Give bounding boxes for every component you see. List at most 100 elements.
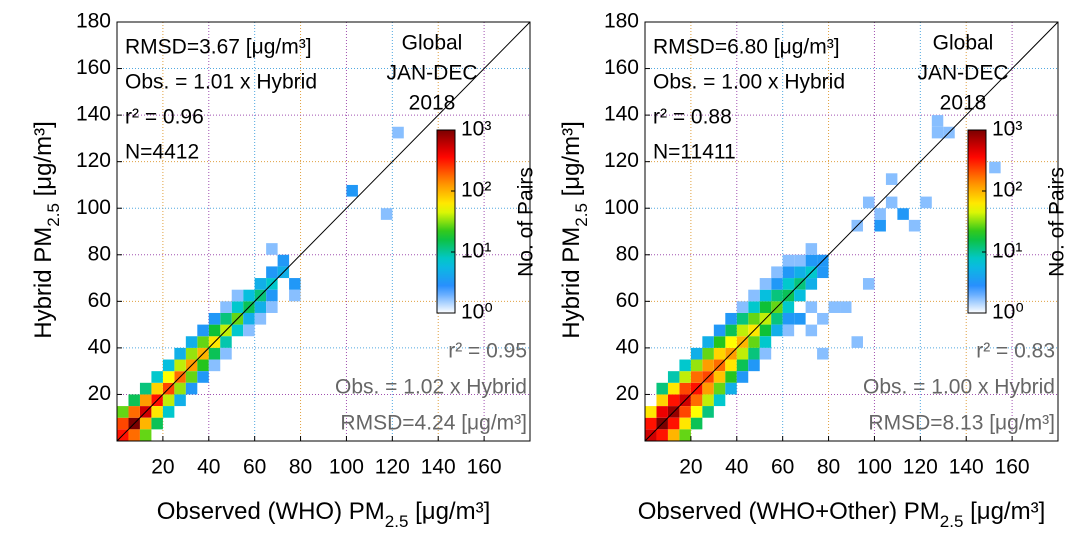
cell: [266, 243, 278, 255]
cell: [725, 336, 737, 348]
x-tick-label: 40: [725, 456, 748, 479]
colorbar-tick-label: 10³: [461, 118, 491, 141]
x-tick-label: 40: [197, 456, 220, 479]
cell: [794, 289, 806, 302]
cell: [231, 324, 244, 337]
stats-bottom: r² = 0.95: [448, 340, 527, 363]
cell: [151, 406, 163, 418]
stats-top: r² = 0.88: [653, 106, 732, 129]
colorbar-label: No. of Pairs: [515, 167, 538, 277]
cell: [656, 406, 668, 418]
cell: [702, 394, 714, 407]
stats-top: N=11411: [653, 141, 736, 164]
cell: [208, 347, 221, 360]
region-label: 2018: [409, 92, 456, 115]
cell: [380, 208, 393, 220]
cell: [667, 429, 680, 441]
region-label: JAN-DEC: [386, 62, 477, 85]
cell: [243, 324, 255, 337]
cell: [208, 359, 221, 372]
cell: [702, 359, 714, 372]
cell: [208, 324, 221, 337]
x-tick-label: 160: [995, 456, 1030, 479]
x-tick-label: 60: [243, 456, 266, 479]
cell: [690, 347, 703, 360]
cell: [897, 208, 909, 220]
cell: [862, 196, 875, 209]
x-axis-label: Observed (WHO) PM2.5 [μg/m³]: [157, 498, 491, 531]
y-tick-label: 180: [604, 10, 639, 33]
cell: [759, 347, 772, 360]
cell: [794, 254, 806, 267]
stats-top: Obs. = 1.00 x Hybrid: [653, 71, 845, 94]
stats-top: Obs. = 1.01 x Hybrid: [125, 71, 317, 94]
cell: [725, 382, 737, 395]
x-tick-label: 160: [467, 456, 502, 479]
y-tick-label: 100: [604, 196, 639, 219]
cell: [828, 301, 841, 313]
cell: [162, 406, 175, 418]
y-tick-label: 80: [88, 242, 111, 265]
cell: [266, 301, 278, 313]
x-tick-label: 120: [375, 456, 410, 479]
cell: [851, 336, 863, 348]
cell: [139, 429, 152, 441]
cell: [885, 196, 898, 209]
cell: [220, 312, 232, 325]
y-axis-label-text: Hybrid PM: [30, 227, 57, 339]
cell: [185, 336, 198, 348]
cell: [254, 301, 267, 313]
stats-bottom: Obs. = 1.02 x Hybrid: [335, 376, 527, 399]
cell: [151, 417, 163, 430]
cell: [254, 312, 267, 325]
region-label: Global: [933, 32, 994, 55]
cell: [174, 382, 186, 395]
cell: [289, 278, 301, 290]
cell: [817, 312, 829, 325]
y-axis-label-text: Hybrid PM: [558, 227, 585, 339]
region-label: 2018: [940, 92, 987, 115]
stats-top: RMSD=3.67 [μg/m³]: [125, 36, 312, 59]
cell: [748, 336, 760, 348]
cell: [736, 359, 749, 372]
region-label: Global: [402, 32, 463, 55]
cell: [920, 196, 932, 209]
cell: [874, 219, 886, 232]
cell: [231, 289, 244, 302]
y-tick-label: 40: [616, 335, 639, 358]
cell: [725, 371, 737, 383]
cell: [266, 266, 278, 279]
cell: [748, 359, 760, 372]
cell: [759, 324, 772, 337]
cell: [748, 347, 760, 360]
cell: [736, 371, 749, 383]
y-axis-label-sub: 2.5: [44, 203, 63, 227]
cell: [690, 359, 703, 372]
x-tick-label: 60: [771, 456, 794, 479]
cell: [782, 278, 795, 290]
cell: [759, 301, 772, 313]
cell: [679, 359, 691, 372]
cell: [645, 417, 657, 430]
cell: [782, 324, 795, 337]
cell: [736, 324, 749, 337]
cell: [243, 289, 255, 302]
cell: [667, 371, 680, 383]
cell: [713, 336, 726, 348]
one-to-one-line: [644, 21, 1059, 442]
cell: [220, 336, 232, 348]
cell: [702, 336, 714, 348]
cell: [174, 347, 186, 360]
cell: [771, 289, 783, 302]
cell: [690, 406, 703, 418]
stats-bottom: RMSD=8.13 [μg/m³]: [868, 412, 1055, 435]
cell: [185, 371, 198, 383]
cell: [989, 161, 1001, 174]
x-axis-label-text: Observed (WHO) PM: [157, 498, 385, 525]
y-tick-label: 140: [76, 103, 111, 126]
y-tick-label: 120: [76, 149, 111, 172]
x-tick-label: 20: [151, 456, 174, 479]
cell: [289, 289, 301, 302]
x-tick-label: 80: [289, 456, 312, 479]
cell: [736, 312, 749, 325]
